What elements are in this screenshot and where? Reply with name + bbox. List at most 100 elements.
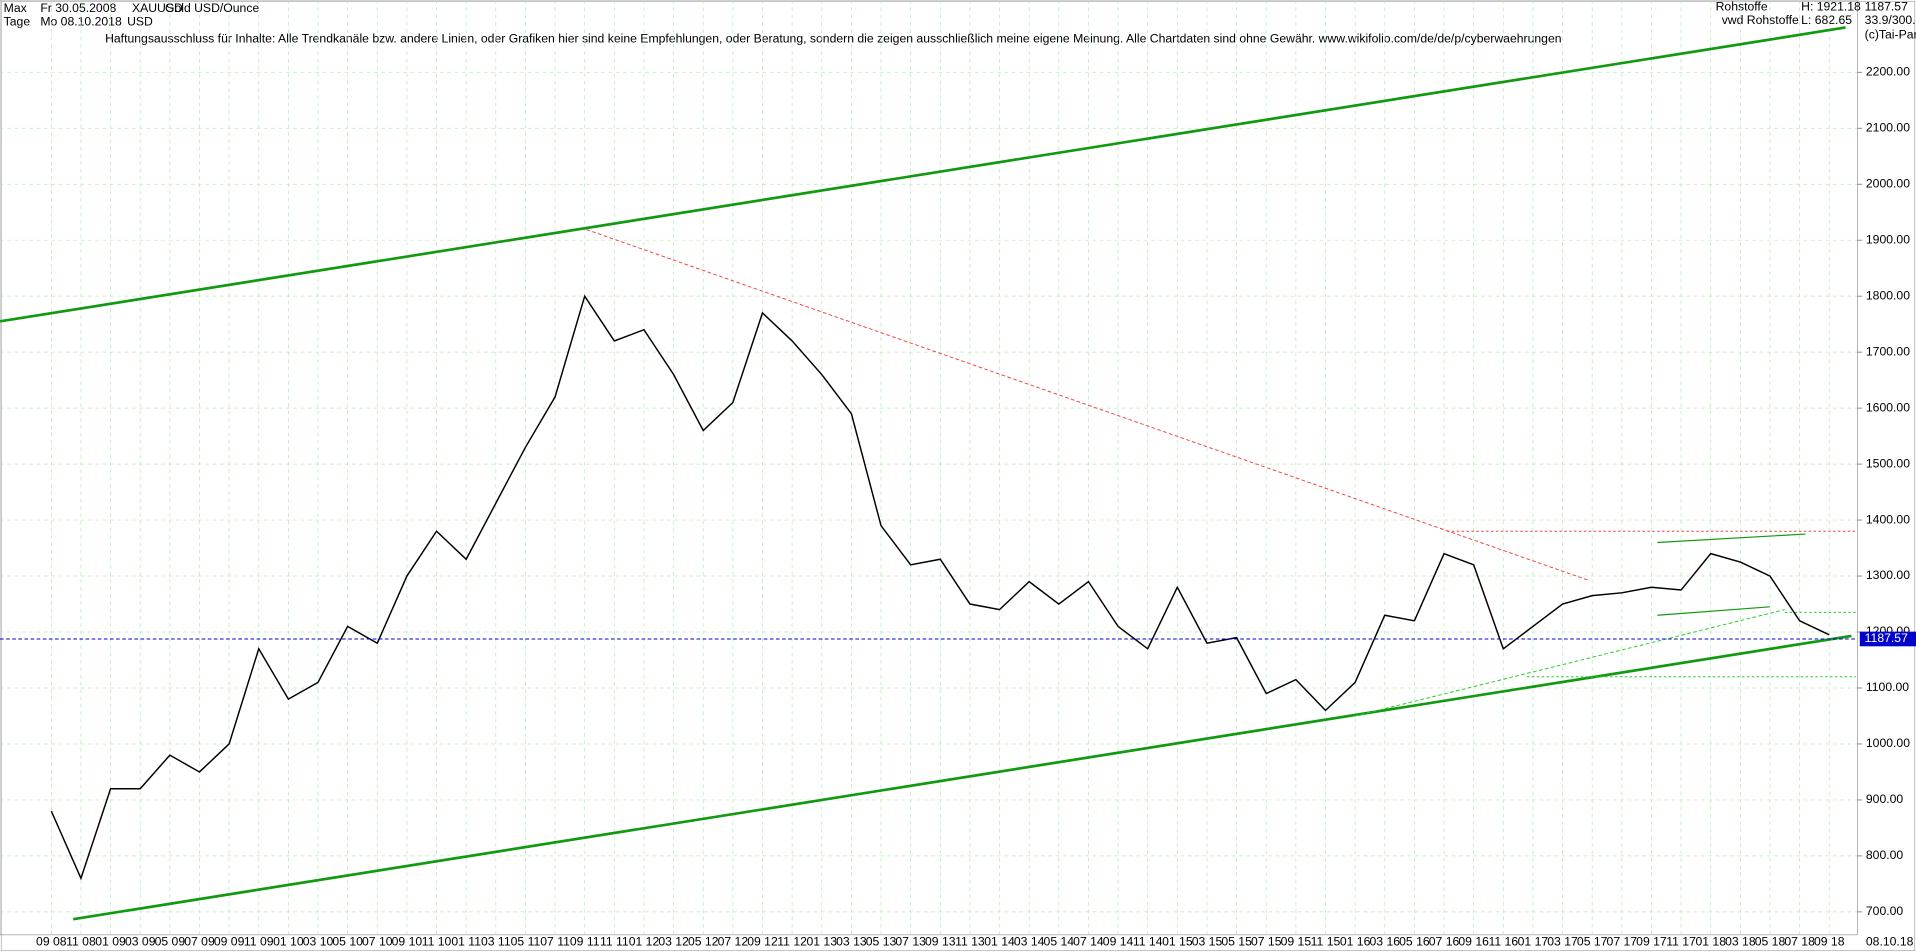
x-tick-label: 05 18: [1755, 934, 1786, 948]
x-tick-label: 05 13: [866, 934, 897, 948]
x-tick-label: 07 18: [1784, 934, 1815, 948]
x-tick-label: 05 12: [688, 934, 719, 948]
x-tick-label: 05 16: [1399, 934, 1430, 948]
y-tick-label: 900.00: [1866, 792, 1904, 806]
x-tick-label: 01 18: [1695, 934, 1726, 948]
x-tick-label: 07 09: [184, 934, 215, 948]
low: L: 682.65: [1801, 13, 1852, 27]
y-tick-label: 700.00: [1866, 904, 1904, 918]
x-tick-label: 07 17: [1607, 934, 1638, 948]
group: Rohstoffe: [1716, 0, 1768, 14]
scale-info: 33.9/300.4: [1865, 13, 1916, 27]
x-tick-label: 11 09: [244, 934, 274, 948]
x-tick-label: 01 17: [1518, 934, 1549, 948]
x-tick-label: 01 14: [984, 934, 1015, 948]
x-tick-label: 09 08: [36, 934, 67, 948]
x-tick-label: 07 16: [1429, 934, 1460, 948]
x-tick-label: 11 15: [1311, 934, 1341, 948]
x-tick-label: 09 11: [570, 934, 600, 948]
symbol: XAUUSD: [132, 1, 183, 15]
x-tick-label: 01 11: [451, 934, 481, 948]
x-tick-label: 01 13: [806, 934, 837, 948]
x-tick-label: 03 14: [1014, 934, 1045, 948]
last-price-label: 1187.57: [1865, 631, 1908, 645]
x-tick-label: 09 17: [1636, 934, 1667, 948]
x-tick-label: 03 16: [1369, 934, 1400, 948]
x-tick-label: 03 12: [658, 934, 689, 948]
y-tick-label: 2100.00: [1866, 120, 1910, 134]
y-tick-label: 1000.00: [1866, 736, 1910, 750]
price-line: [50, 294, 1830, 881]
currency: USD: [127, 14, 153, 28]
x-tick-label: 03 10: [303, 934, 334, 948]
x-tick-label: 11 10: [422, 934, 452, 948]
trendline: [1657, 606, 1771, 616]
high: H: 1921.18: [1801, 0, 1861, 14]
x-tick-label: 09 16: [1458, 934, 1489, 948]
x-tick-label: 09 13: [925, 934, 956, 948]
x-tick-label: 03 13: [836, 934, 867, 948]
x-tick-label: 09 18: [1814, 934, 1845, 948]
x-tick-label: 05 14: [1044, 934, 1075, 948]
y-tick-label: 1700.00: [1866, 344, 1910, 358]
x-tick-label: 03 18: [1725, 934, 1756, 948]
x-tick-label: 09 12: [747, 934, 778, 948]
source: vwd Rohstoffe: [1722, 13, 1799, 27]
x-tick-label: 11 11: [600, 934, 629, 948]
x-tick-label: 09 15: [1281, 934, 1312, 948]
y-tick-label: 800.00: [1866, 848, 1904, 862]
x-tick-label: 09 10: [392, 934, 423, 948]
y-tick-label: 1400.00: [1866, 512, 1910, 526]
x-tick-label: 01 12: [629, 934, 660, 948]
x-tick-label: 05 15: [1221, 934, 1252, 948]
x-tick-label: 07 15: [1251, 934, 1282, 948]
y-tick-label: 2200.00: [1866, 64, 1910, 78]
x-tick-label: 09 09: [214, 934, 245, 948]
x-tick-label: 11 14: [1133, 934, 1163, 948]
x-tick-label: 03 11: [481, 934, 511, 948]
x-tick-label: 01 15: [1162, 934, 1193, 948]
trendline: [73, 634, 1852, 921]
y-tick-label: 1500.00: [1866, 456, 1910, 470]
trendline: [1355, 609, 1785, 717]
x-tick-label: 05 11: [511, 934, 541, 948]
y-tick-label: 1600.00: [1866, 400, 1910, 414]
plot-area: [0, 0, 1858, 936]
cursor-date: 08.10.18: [1866, 934, 1914, 948]
range-select[interactable]: Max: [4, 1, 27, 15]
x-tick-label: 11 12: [777, 934, 807, 948]
x-tick-label: 01 16: [1340, 934, 1371, 948]
trendline: [1657, 533, 1806, 544]
last-price-box: [1859, 631, 1916, 647]
x-tick-label: 07 10: [362, 934, 393, 948]
x-tick-label: 03 15: [1192, 934, 1223, 948]
start-date: Fr 30.05.2008: [40, 1, 116, 15]
x-tick-label: 07 14: [1073, 934, 1104, 948]
y-tick-label: 1300.00: [1866, 568, 1910, 582]
x-tick-label: 05 09: [155, 934, 186, 948]
x-tick-label: 03 09: [125, 934, 156, 948]
y-tick-label: 2000.00: [1866, 176, 1910, 190]
x-tick-label: 09 14: [1103, 934, 1134, 948]
y-tick-label: 1800.00: [1866, 288, 1910, 302]
end-date: Mo 08.10.2018: [40, 14, 122, 28]
x-tick-label: 07 11: [540, 934, 570, 948]
x-tick-label: 11 16: [1488, 934, 1518, 948]
disclaimer: Haftungsausschluss für Inhalte: Alle Tre…: [105, 31, 1561, 45]
x-tick-label: 01 09: [95, 934, 126, 948]
x-tick-label: 01 10: [273, 934, 304, 948]
x-tick-label: 11 08: [66, 934, 96, 948]
trendline: [0, 26, 1846, 323]
copyright: (c)Tai-Pan: [1865, 28, 1916, 42]
x-tick-label: 03 17: [1547, 934, 1578, 948]
x-tick-label: 07 12: [718, 934, 749, 948]
x-tick-label: 05 10: [332, 934, 363, 948]
instrument-name: Gold USD/Ounce: [165, 1, 259, 15]
period-select[interactable]: Tage: [4, 14, 31, 28]
y-tick-label: 1900.00: [1866, 232, 1910, 246]
y-tick-label: 1100.00: [1866, 680, 1909, 694]
x-tick-label: 11 13: [955, 934, 985, 948]
